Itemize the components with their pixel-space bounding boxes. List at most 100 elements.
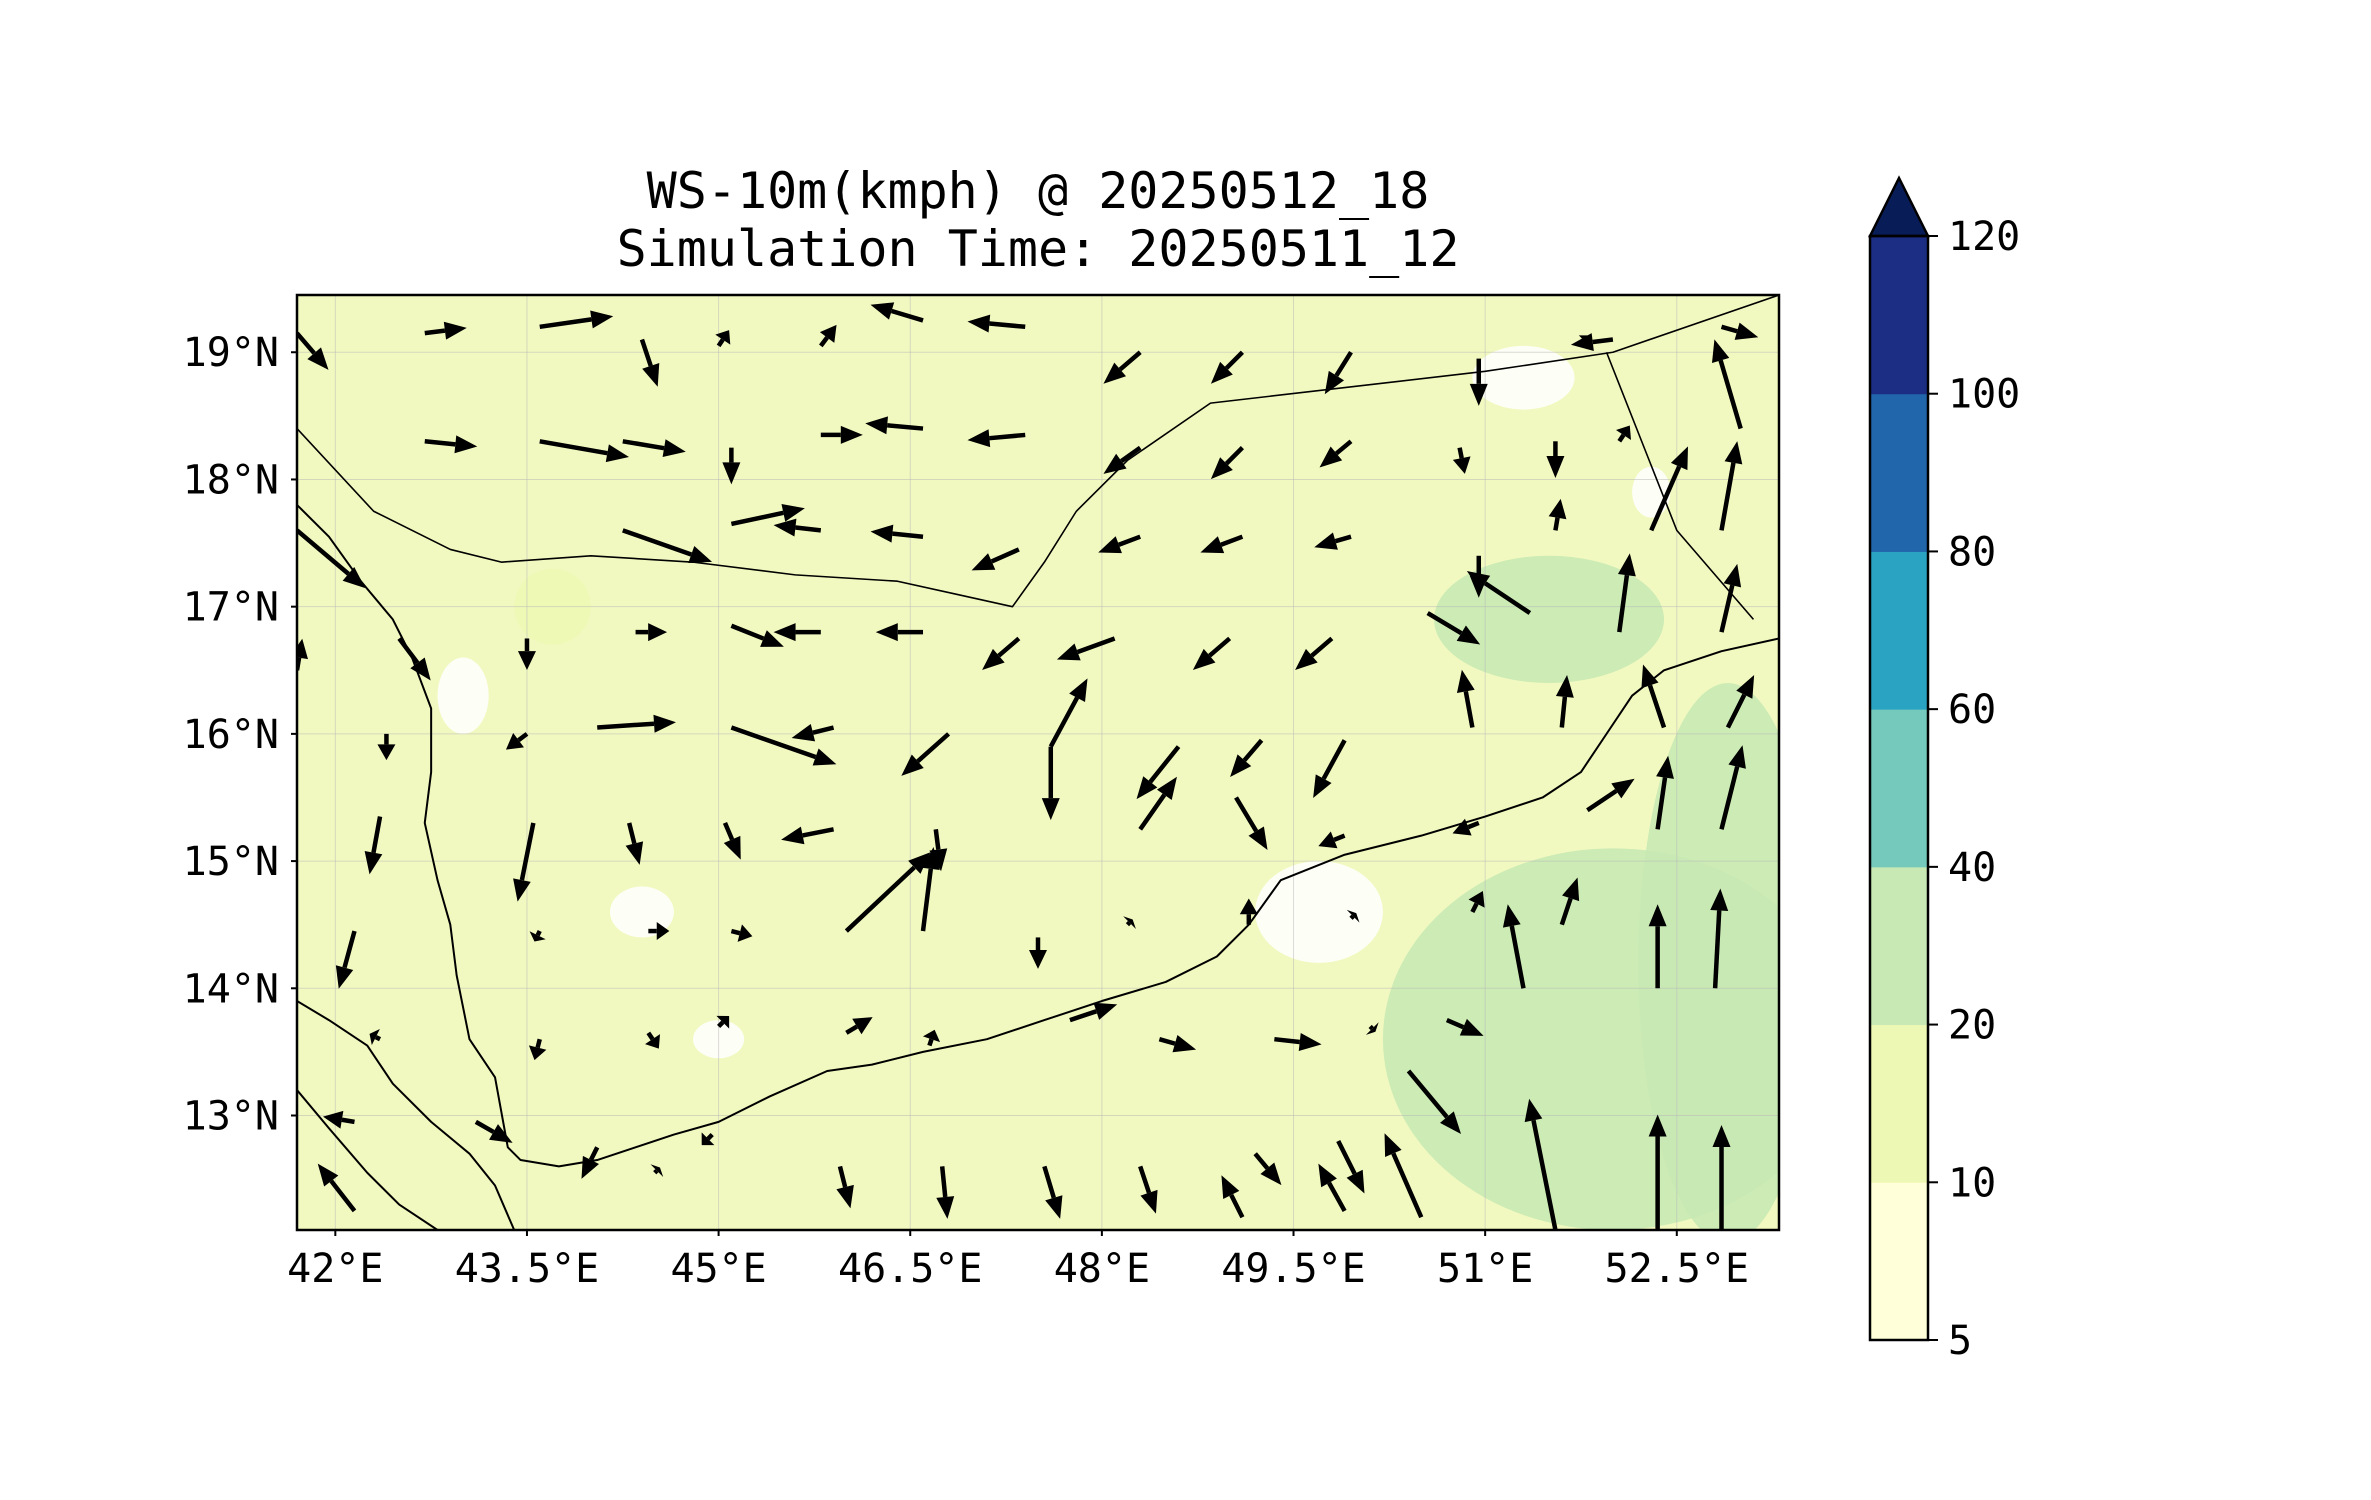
wind-arrow: [513, 822, 536, 902]
wind-arrow: [1452, 447, 1471, 474]
wind-arrow: [529, 930, 546, 942]
wind-arrow: [922, 1029, 941, 1047]
colorbar-tick-label: 10: [1948, 1160, 1996, 1206]
y-tick-label: 16°N: [183, 712, 279, 758]
wind-arrow: [1069, 1002, 1118, 1023]
wind-arrow: [1103, 445, 1142, 474]
wind-arrow: [1719, 745, 1746, 830]
wind-arrow: [870, 302, 924, 323]
wind-arrow: [1586, 778, 1635, 813]
wind-arrow: [701, 1132, 715, 1146]
contour-region: [437, 657, 489, 734]
wind-arrow: [715, 330, 731, 348]
wind-arrow: [1456, 669, 1475, 728]
wind-arrow: [1123, 916, 1136, 929]
wind-arrow: [1103, 350, 1142, 384]
wind-arrow: [1725, 675, 1755, 729]
wind-arrow: [1570, 333, 1614, 351]
map-frame: [295, 293, 1781, 1232]
wind-arrow: [1649, 446, 1688, 532]
wind-arrow: [1406, 1069, 1461, 1134]
y-tick-label: 15°N: [183, 839, 279, 885]
colorbar-tick-label: 60: [1948, 687, 1996, 733]
wind-arrow: [625, 822, 644, 865]
colorbar-segment: [1870, 709, 1928, 868]
coastline: [297, 1089, 439, 1230]
wind-arrow: [1710, 888, 1729, 989]
wind-arrow: [1239, 898, 1258, 925]
wind-arrow: [1555, 675, 1574, 728]
wind-arrow: [639, 338, 660, 387]
wind-arrow: [875, 623, 924, 642]
wind-arrow: [1641, 664, 1667, 729]
colorbar-tick-label: 40: [1948, 845, 1996, 891]
wind-arrow: [369, 1029, 382, 1046]
colorbar-segment: [1870, 1024, 1928, 1183]
wind-arrow: [844, 852, 931, 933]
map-gridlines: [297, 295, 1779, 1230]
wind-arrow: [1445, 1018, 1484, 1036]
x-tick-label: 48°E: [1054, 1246, 1150, 1292]
wind-arrow: [920, 847, 940, 932]
wind-arrow: [1313, 739, 1347, 798]
wind-arrow: [722, 822, 741, 860]
wind-arrow: [901, 732, 951, 776]
wind-arrow: [845, 1017, 873, 1035]
y-tick-label: 17°N: [183, 585, 279, 631]
longitude-axis: 42°E 43.5°E 45°E 46.5°E 48°E 49.5°E 51°E 52.5°E: [287, 1230, 1749, 1292]
colorbar-frame: [1868, 234, 1930, 1342]
wind-arrow: [517, 638, 536, 670]
coastline: [297, 1000, 516, 1230]
x-tick-label: 49.5°E: [1221, 1246, 1366, 1292]
wind-arrow: [1720, 322, 1759, 340]
colorbar-tick-label: 20: [1948, 1003, 1996, 1049]
wind-arrow: [1136, 745, 1181, 800]
wind-arrow: [730, 623, 784, 647]
wind-arrow: [1318, 831, 1346, 849]
wind-arrow: [377, 733, 396, 761]
x-tick-label: 52.5°E: [1605, 1246, 1750, 1292]
wind-arrow: [597, 714, 676, 733]
colorbar-segment: [1870, 551, 1928, 710]
wind-arrow: [1138, 1165, 1158, 1214]
wind-arrow: [297, 528, 366, 589]
wind-arrow: [971, 547, 1020, 571]
wind-arrow: [722, 447, 741, 485]
wind-arrow: [1192, 636, 1232, 670]
colorbar-segment: [1870, 1182, 1928, 1341]
wind-arrow: [1719, 563, 1742, 633]
colorbar-tick-label: 80: [1948, 529, 1996, 575]
wind-arrow: [781, 826, 835, 845]
wind-arrow: [730, 924, 753, 942]
wind-arrow: [474, 1119, 513, 1143]
wind-arrow: [1234, 796, 1268, 850]
wind-arrow: [820, 425, 863, 444]
wind-arrow: [967, 314, 1026, 333]
wind-arrow: [645, 1031, 661, 1049]
wind-arrow: [773, 623, 821, 642]
wind-arrow: [1502, 904, 1526, 989]
wind-arrow: [424, 435, 478, 454]
wind-vector-field: [297, 302, 1759, 1230]
wind-arrow: [650, 1164, 664, 1178]
wind-arrow: [581, 1146, 600, 1179]
wind-arrow: [1324, 351, 1353, 395]
wind-arrow: [1426, 611, 1481, 645]
contour-region: [1638, 683, 1779, 1230]
y-tick-label: 14°N: [183, 966, 279, 1012]
wind-arrow: [1468, 890, 1485, 913]
wind-arrow: [1548, 498, 1567, 531]
wind-arrow: [1210, 350, 1245, 384]
wind-arrow: [424, 321, 467, 340]
wind-arrow: [1041, 746, 1060, 821]
country-border: [1605, 351, 1755, 620]
wind-arrow: [1048, 678, 1088, 748]
contour-region: [1472, 345, 1575, 410]
country-border: [297, 295, 1779, 608]
x-tick-label: 43.5°E: [455, 1246, 600, 1292]
wind-arrow: [1524, 1098, 1558, 1230]
x-tick-label: 46.5°E: [838, 1246, 983, 1292]
wind-arrow: [1469, 358, 1488, 406]
wind-arrow: [791, 723, 835, 742]
